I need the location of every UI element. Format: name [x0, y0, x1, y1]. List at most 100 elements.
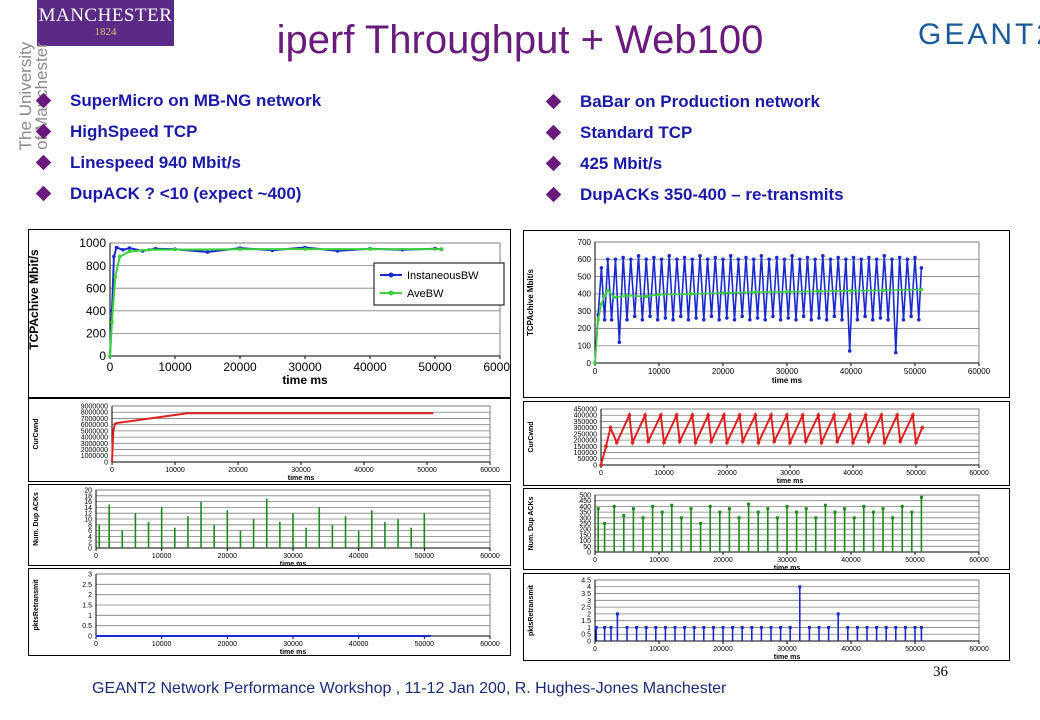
- data-point: [920, 425, 925, 430]
- y-tick-label: 250: [579, 521, 591, 528]
- x-tick-label: 0: [110, 467, 114, 474]
- data-point: [879, 413, 884, 418]
- data-point: [662, 440, 666, 445]
- bullet-text: Linespeed 940 Mbit/s: [70, 153, 241, 172]
- diamond-bullet-icon: [545, 155, 562, 172]
- data-point: [717, 317, 721, 322]
- y-tick-label: 50000: [578, 456, 598, 463]
- data-point: [890, 257, 894, 262]
- slide-footer: GEANT2 Network Performance Workshop , 11…: [92, 680, 727, 697]
- data-point: [659, 413, 663, 418]
- legend-label: InstaneousBW: [407, 270, 479, 282]
- manchester-logo-name: MANCHESTER: [38, 5, 173, 26]
- x-tick-label: 10000: [158, 360, 192, 374]
- data-point: [646, 439, 651, 444]
- y-tick-label: 10: [84, 516, 92, 523]
- data-point: [713, 255, 718, 260]
- data-point: [599, 302, 604, 307]
- x-tick-label: 60000: [483, 360, 511, 374]
- x-tick-label: 0: [593, 557, 597, 564]
- data-point: [819, 440, 824, 445]
- data-point: [693, 440, 698, 445]
- data-point: [643, 413, 647, 418]
- y-tick-label: 0.5: [581, 632, 591, 639]
- x-tick-label: 40000: [354, 467, 374, 474]
- data-point: [840, 317, 844, 322]
- y-tick-label: 18: [84, 493, 92, 500]
- data-point: [851, 255, 856, 260]
- data-point: [674, 413, 679, 418]
- data-point: [786, 316, 791, 320]
- data-point: [897, 255, 902, 260]
- data-point: [368, 247, 372, 251]
- y-tick-label: 500: [579, 492, 591, 499]
- y-tick-label: 0: [99, 349, 106, 363]
- data-series: [594, 585, 923, 641]
- data-series: [596, 495, 923, 552]
- y-tick-label: 500: [578, 272, 592, 281]
- chart-frame: [28, 568, 511, 656]
- data-point: [721, 625, 725, 629]
- data-point: [725, 316, 729, 320]
- y-tick-label: 250000: [574, 431, 597, 438]
- data-point: [753, 413, 758, 418]
- y-tick-label: 4: [587, 584, 591, 591]
- data-point: [898, 439, 903, 444]
- y-tick-label: 600: [578, 255, 592, 264]
- data-point: [205, 250, 210, 254]
- data-point: [827, 625, 831, 629]
- slide-title: iperf Throughput + Web100: [276, 18, 764, 62]
- bullet-text: DupACK ? <10 (expect ~400): [70, 184, 302, 203]
- diamond-bullet-icon: [545, 186, 562, 203]
- data-point: [737, 413, 742, 418]
- data-point: [702, 625, 706, 629]
- y-tick-label: 12: [84, 511, 92, 518]
- data-series: [593, 287, 924, 365]
- x-axis-label: time ms: [777, 478, 804, 485]
- data-point: [855, 317, 860, 322]
- x-tick-label: 40000: [843, 470, 863, 477]
- right-bullet-list: BaBar on Production network Standard TCP…: [545, 86, 844, 210]
- data-point: [721, 257, 725, 262]
- data-point: [910, 510, 914, 514]
- chart-left-cwnd: 0100000020000003000000400000050000006000…: [28, 398, 511, 482]
- y-tick-label: 50: [583, 544, 591, 551]
- y-tick-label: 3000000: [81, 441, 108, 448]
- data-point: [895, 413, 899, 418]
- y-tick-label: 7000000: [81, 416, 108, 423]
- data-point: [599, 463, 603, 467]
- chart-right-cwnd: 0500001000001500002000002500003000003500…: [523, 401, 1010, 486]
- data-point: [594, 625, 598, 629]
- data-point: [759, 625, 763, 629]
- data-point: [617, 340, 622, 345]
- bullet-item: DupACKs 350-400 – re-transmits: [545, 179, 844, 210]
- data-point: [612, 295, 616, 300]
- data-series: [111, 412, 434, 463]
- data-point: [663, 316, 668, 320]
- data-point: [711, 625, 715, 629]
- y-tick-label: 450: [579, 498, 591, 505]
- data-point: [238, 247, 242, 252]
- x-tick-label: 40000: [349, 641, 369, 648]
- data-point: [763, 317, 768, 322]
- y-tick-label: 200: [578, 324, 592, 333]
- x-tick-label: 20000: [223, 360, 257, 374]
- data-point: [644, 257, 648, 262]
- chart-frame: [523, 573, 1010, 661]
- data-point: [828, 257, 833, 262]
- y-tick-label: 0: [104, 459, 108, 466]
- data-point: [909, 314, 913, 319]
- data-point: [112, 254, 116, 259]
- data-point: [686, 317, 691, 322]
- data-point: [663, 625, 667, 629]
- bullet-item: DupACK ? <10 (expect ~400): [35, 178, 321, 209]
- data-point: [747, 502, 751, 506]
- x-tick-label: 60000: [480, 467, 500, 474]
- y-tick-label: 4000000: [81, 435, 108, 442]
- data-point: [625, 293, 629, 298]
- data-point: [593, 361, 597, 365]
- y-tick-label: 1.5: [82, 602, 92, 609]
- data-point: [692, 625, 696, 629]
- y-tick-label: 300000: [574, 425, 597, 432]
- data-point: [596, 507, 600, 511]
